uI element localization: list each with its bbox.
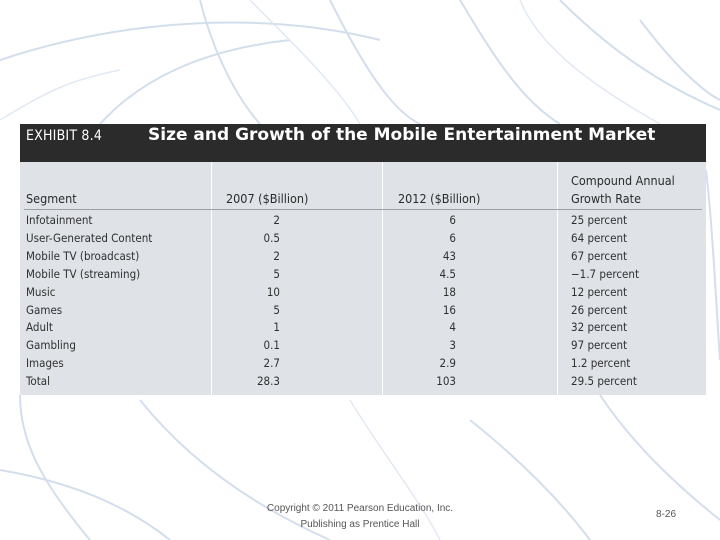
cell-segment: Total — [26, 374, 50, 389]
column-divider — [557, 162, 558, 395]
cell-2007: 0.1 — [263, 338, 280, 353]
header-cagr-line2: Growth Rate — [571, 191, 642, 206]
header-2012: 2012 ($Billion) — [398, 191, 481, 206]
cell-cagr: 67 percent — [571, 248, 628, 263]
header-rule — [24, 209, 702, 210]
cell-2007: 28.3 — [256, 374, 280, 389]
cell-2012: 4.5 — [439, 266, 456, 281]
cell-segment: Gambling — [26, 338, 76, 353]
cell-cagr: 64 percent — [571, 230, 628, 245]
cell-cagr: 32 percent — [571, 320, 628, 335]
header-2007: 2007 ($Billion) — [226, 191, 309, 206]
cell-2007: 0.5 — [263, 230, 280, 245]
cell-2012: 43 — [442, 248, 456, 263]
column-divider — [382, 162, 383, 395]
cell-segment: Images — [26, 356, 64, 371]
cell-2012: 6 — [449, 230, 456, 245]
cell-cagr: 29.5 percent — [571, 374, 637, 389]
cell-segment: Mobile TV (streaming) — [26, 266, 141, 281]
market-table: Segment 2007 ($Billion) 2012 ($Billion) … — [20, 162, 706, 395]
cell-2012: 2.9 — [439, 356, 456, 371]
page-number: 8-26 — [655, 509, 676, 520]
cell-2007: 2.7 — [263, 356, 280, 371]
exhibit-title: Size and Growth of the Mobile Entertainm… — [148, 125, 656, 145]
cell-2007: 2 — [273, 248, 280, 263]
cell-segment: Adult — [26, 320, 53, 335]
copyright-line-1: Copyright © 2011 Pearson Education, Inc. — [266, 503, 454, 514]
column-divider — [211, 162, 212, 395]
cell-2007: 5 — [273, 302, 280, 317]
cell-2007: 10 — [266, 284, 280, 299]
cell-cagr: 26 percent — [571, 302, 628, 317]
cell-2012: 4 — [449, 320, 456, 335]
cell-segment: Mobile TV (broadcast) — [26, 248, 140, 263]
cell-segment: Music — [26, 284, 56, 299]
cell-2012: 6 — [449, 213, 456, 227]
cell-2012: 3 — [449, 338, 456, 353]
cell-2012: 18 — [442, 284, 456, 299]
exhibit-label: EXHIBIT 8.4 — [26, 128, 103, 144]
cell-cagr: 25 percent — [571, 213, 628, 227]
cell-cagr: 1.2 percent — [571, 356, 631, 371]
cell-segment: Infotainment — [26, 213, 93, 227]
exhibit-header-bar: EXHIBIT 8.4 Size and Growth of the Mobil… — [20, 124, 706, 162]
cell-2007: 1 — [273, 320, 280, 335]
header-cagr-line1: Compound Annual — [571, 173, 675, 188]
cell-2012: 16 — [442, 302, 456, 317]
cell-cagr: 97 percent — [571, 338, 628, 353]
cell-cagr: −1.7 percent — [571, 266, 640, 281]
cell-2012: 103 — [436, 374, 456, 389]
cell-2007: 5 — [273, 266, 280, 281]
cell-cagr: 12 percent — [571, 284, 628, 299]
cell-segment: Games — [26, 302, 63, 317]
header-segment: Segment — [26, 191, 77, 206]
cell-segment: User-Generated Content — [26, 230, 153, 245]
copyright-line-2: Publishing as Prentice Hall — [300, 519, 420, 530]
cell-2007: 2 — [273, 213, 280, 227]
copyright-notice: Copyright © 2011 Pearson Education, Inc.… — [240, 501, 480, 533]
